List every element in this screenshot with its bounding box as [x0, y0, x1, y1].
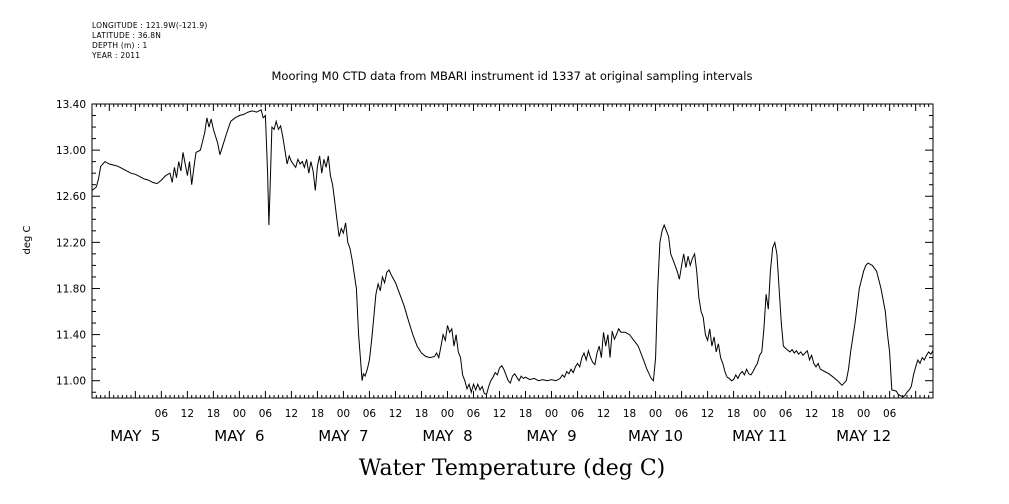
x-tick-label: 18	[831, 408, 844, 420]
y-tick-label: 11.00	[56, 376, 86, 388]
x-tick-label: 00	[753, 408, 766, 420]
x-day-label: MAY 5	[110, 427, 160, 445]
x-tick-label: 12	[389, 408, 402, 420]
depth-label: DEPTH (m) : 1	[92, 41, 148, 50]
x-tick-label: 06	[363, 408, 377, 420]
y-tick-label: 11.80	[56, 283, 86, 295]
x-tick-label: 18	[519, 408, 532, 420]
y-axis-label: deg C	[22, 225, 33, 254]
x-tick-label: 00	[233, 408, 246, 420]
x-day-label: MAY 9	[526, 427, 576, 445]
x-tick-label: 00	[337, 408, 350, 420]
x-day-label: MAY 7	[318, 427, 368, 445]
x-tick-label: 06	[155, 408, 169, 420]
chart-title: Mooring M0 CTD data from MBARI instrumen…	[272, 69, 753, 83]
x-tick-label: 18	[415, 408, 428, 420]
metadata-block: LONGITUDE : 121.9W(-121.9) LATITUDE : 36…	[92, 21, 207, 61]
x-tick-label: 06	[467, 408, 481, 420]
y-tick-label: 12.60	[56, 191, 86, 203]
axis-ticks	[91, 103, 934, 398]
x-day-labels: MAY 5 MAY 6 MAY 7 MAY 8 MAY 9 MAY 10 MAY 11 MAY…	[110, 427, 891, 445]
water-temperature-series-line	[91, 109, 934, 398]
x-tick-label: 06	[571, 408, 585, 420]
x-tick-label: 06	[883, 408, 897, 420]
x-tick-label: 06	[259, 408, 273, 420]
x-tick-label: 06	[779, 408, 793, 420]
x-tick-label: 06	[675, 408, 689, 420]
x-tick-label: 12	[285, 408, 298, 420]
x-tick-label: 18	[727, 408, 740, 420]
x-axis-label: Water Temperature (deg C)	[359, 456, 666, 481]
x-tick-label: 18	[207, 408, 220, 420]
x-day-label: MAY 12	[836, 427, 891, 445]
x-day-label: MAY 11	[732, 427, 787, 445]
y-tick-label: 12.20	[56, 237, 86, 249]
x-tick-label: 12	[805, 408, 818, 420]
x-tick-label: 12	[493, 408, 506, 420]
y-tick-label: 11.40	[56, 330, 86, 342]
x-tick-label: 18	[311, 408, 324, 420]
y-tick-label: 13.00	[56, 145, 86, 157]
x-tick-label: 00	[857, 408, 870, 420]
x-tick-label: 00	[649, 408, 662, 420]
x-day-label: MAY 6	[214, 427, 264, 445]
x-tick-label: 12	[597, 408, 610, 420]
x-day-label: MAY 10	[628, 427, 683, 445]
x-tick-label: 00	[545, 408, 558, 420]
x-tick-label: 00	[441, 408, 454, 420]
y-tick-labels: 13.40 13.00 12.60 12.20 11.80 11.40 11.00	[56, 99, 86, 388]
x-day-label: MAY 8	[422, 427, 472, 445]
x-tick-label: 18	[623, 408, 636, 420]
latitude-label: LATITUDE : 36.8N	[92, 31, 162, 40]
y-tick-label: 13.40	[56, 99, 86, 111]
year-label: YEAR : 2011	[92, 51, 141, 60]
x-tick-label: 12	[181, 408, 194, 420]
x-tick-label: 12	[701, 408, 714, 420]
x-tick-labels: 06 12 18 00 06 12 18 00 06 12 18 00 06 12 18 00 06 12 18 00…	[155, 408, 897, 420]
longitude-label: LONGITUDE : 121.9W(-121.9)	[92, 21, 208, 30]
